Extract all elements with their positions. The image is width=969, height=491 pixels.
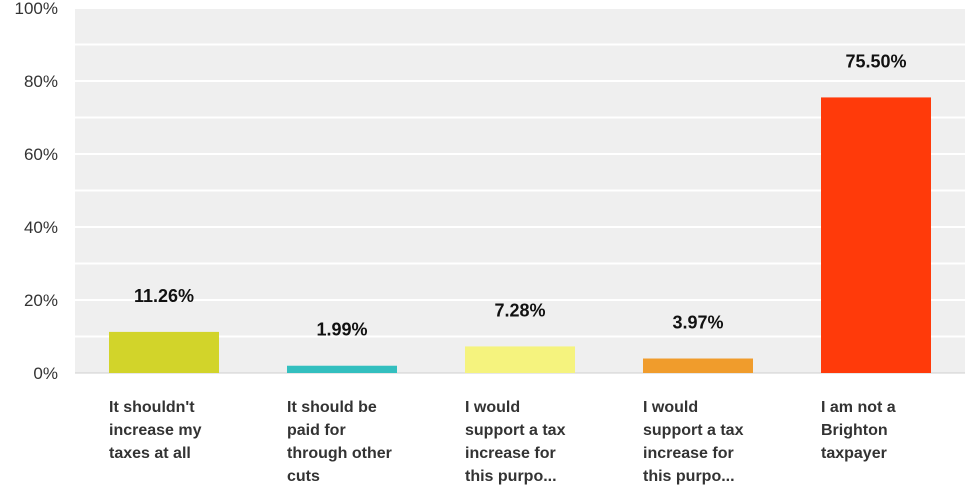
y-axis: 0% 20% 40% 60% 80% 100% — [15, 0, 58, 383]
data-label: 11.26% — [134, 286, 194, 306]
y-tick-label: 80% — [24, 72, 58, 91]
bar — [643, 358, 753, 373]
x-category-label-line: increase for — [465, 445, 556, 462]
bar — [821, 97, 931, 374]
bar — [109, 331, 219, 373]
x-category-label-line: Brighton — [821, 422, 888, 439]
x-category-label: It shouldn't increase my taxes at all — [109, 399, 202, 462]
x-category-label-line: paid for — [287, 422, 346, 439]
x-category-label-line: taxpayer — [821, 445, 887, 462]
x-category-label-line: I would — [465, 399, 520, 416]
x-category-label-line: support a tax — [643, 422, 744, 439]
y-tick-label: 20% — [24, 291, 58, 310]
x-category-label-line: cuts — [287, 468, 320, 485]
x-category-label-line: increase my — [109, 422, 202, 439]
data-label: 3.97% — [672, 313, 723, 333]
y-tick-label: 100% — [15, 0, 58, 18]
x-category-label-line: through other — [287, 445, 392, 462]
y-tick-label: 0% — [33, 364, 58, 383]
bar — [287, 365, 397, 373]
y-tick-label: 40% — [24, 218, 58, 237]
x-category-label-line: I am not a — [821, 399, 896, 416]
x-category-label: It should be paid for through other cuts — [287, 399, 392, 485]
bars — [109, 97, 931, 374]
data-label: 1.99% — [316, 320, 367, 340]
y-tick-label: 60% — [24, 145, 58, 164]
x-category-label-line: I would — [643, 399, 698, 416]
x-category-label-line: increase for — [643, 445, 734, 462]
data-label: 7.28% — [494, 300, 545, 320]
x-category-label-line: support a tax — [465, 422, 566, 439]
x-category-label-line: taxes at all — [109, 445, 191, 462]
bar — [465, 346, 575, 373]
x-category-label-line: It should be — [287, 399, 377, 416]
x-category-label-line: It shouldn't — [109, 399, 195, 416]
x-category-label-line: this purpo... — [643, 468, 735, 485]
x-category-label: I would support a tax increase for this pur… — [643, 399, 744, 485]
data-labels: 11.26% 1.99% 7.28% 3.97% 75.50% — [134, 51, 907, 339]
x-category-label: I would support a tax increase for this pur… — [465, 399, 566, 485]
x-category-label-line: this purpo... — [465, 468, 557, 485]
data-label: 75.50% — [845, 51, 906, 71]
x-category-label: I am not a Brighton taxpayer — [821, 399, 896, 462]
